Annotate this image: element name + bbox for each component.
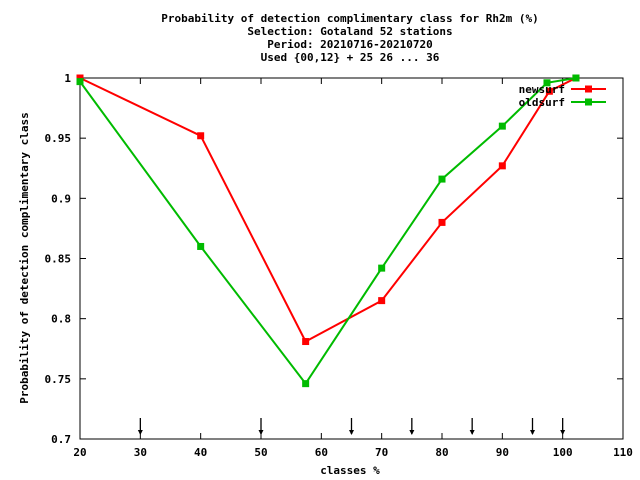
series-point-newsurf (438, 218, 446, 226)
y-tick-label: 0.9 (51, 192, 71, 205)
x-tick-label: 30 (134, 446, 147, 459)
class-arrow-head (469, 430, 475, 435)
x-tick-label: 100 (553, 446, 573, 459)
x-tick-label: 50 (254, 446, 267, 459)
series-point-oldsurf (572, 74, 580, 82)
class-arrows (137, 418, 566, 435)
y-tick-label: 1 (64, 72, 71, 85)
series-point-oldsurf (498, 122, 506, 130)
class-arrow-head (258, 430, 264, 435)
legend-label-newsurf: newsurf (519, 83, 565, 96)
legend-label-oldsurf: oldsurf (519, 96, 565, 109)
x-axis: 20 30 40 50 60 70 80 90 100 110 (73, 78, 633, 459)
series-point-oldsurf (378, 264, 386, 272)
y-tick-label: 0.95 (45, 132, 72, 145)
class-arrow-head (530, 430, 535, 435)
series-point-oldsurf (76, 78, 84, 86)
x-axis-label: classes % (320, 464, 380, 477)
legend-marker-newsurf (585, 85, 592, 93)
series-layer (76, 74, 580, 388)
series-line-newsurf (79, 77, 577, 343)
class-arrow-head (409, 430, 415, 435)
x-tick-label: 40 (194, 446, 207, 459)
x-tick-label: 110 (613, 446, 633, 459)
y-tick-label: 0.8 (51, 313, 71, 326)
series-point-newsurf (498, 162, 506, 170)
series-point-newsurf (545, 87, 553, 95)
series-point-newsurf (197, 132, 205, 140)
series-point-newsurf (302, 338, 310, 346)
y-tick-label: 0.85 (45, 253, 72, 266)
series-line-oldsurf (79, 77, 577, 386)
plot-area-frame (79, 77, 624, 440)
series-point-newsurf (76, 74, 84, 82)
x-tick-label: 90 (496, 446, 509, 459)
x-tick-label: 70 (375, 446, 388, 459)
class-arrow-head (560, 430, 566, 435)
title-line-1: Probability of detection complimentary c… (161, 12, 539, 25)
series-point-oldsurf (438, 175, 446, 183)
y-axis-label: Probability of detection complimentary c… (18, 112, 31, 403)
chart-title: Probability of detection complimentary c… (161, 12, 539, 64)
title-line-3: Period: 20210716-20210720 (267, 38, 433, 51)
series-point-oldsurf (302, 380, 310, 388)
y-axis: 0.7 0.75 0.8 0.85 0.9 0.95 1 (45, 72, 623, 446)
x-tick-label: 80 (435, 446, 448, 459)
legend-marker-oldsurf (585, 98, 592, 106)
series-point-newsurf (378, 297, 386, 305)
title-line-4: Used {00,12} + 25 26 ... 36 (261, 51, 440, 64)
x-tick-label: 20 (73, 446, 86, 459)
y-tick-label: 0.7 (51, 433, 71, 446)
title-line-2: Selection: Gotaland 52 stations (247, 25, 452, 38)
class-arrow-head (349, 430, 354, 435)
x-tick-label: 60 (315, 446, 328, 459)
class-arrow-head (137, 430, 143, 435)
series-point-oldsurf (543, 79, 551, 87)
y-tick-label: 0.75 (45, 373, 72, 386)
series-point-oldsurf (197, 242, 205, 250)
